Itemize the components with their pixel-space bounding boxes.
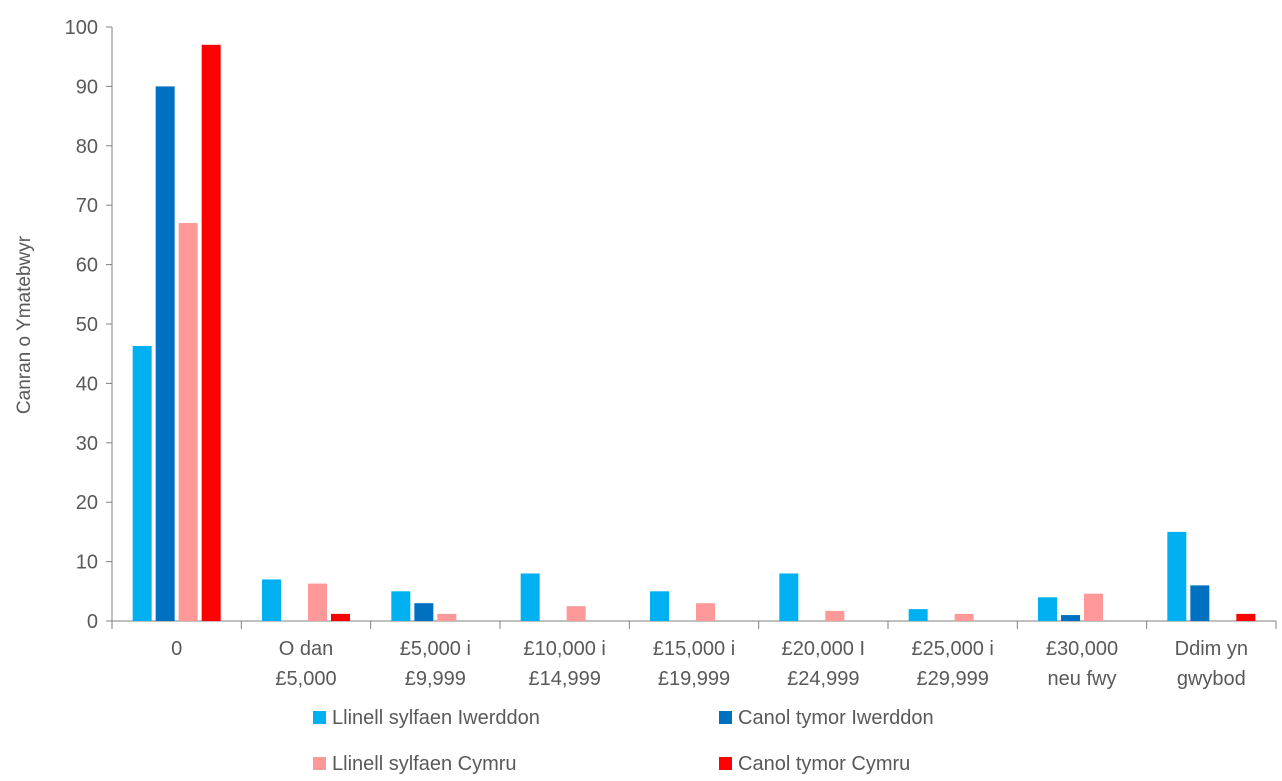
bar (779, 573, 798, 621)
y-tick-label: 80 (76, 136, 98, 158)
y-tick-label: 50 (76, 314, 98, 336)
legend-label: Canol tymor Cymru (738, 753, 910, 775)
bar (567, 606, 586, 621)
bar (437, 614, 456, 621)
x-axis-labels: 0 O dan £5,000 £5,000 i £9,999 £10,000 i £14,9… (112, 621, 1276, 690)
y-tick-label: 40 (76, 373, 98, 395)
bar (156, 86, 175, 621)
bar (414, 603, 433, 621)
x-category-label: O dan (279, 638, 333, 660)
y-tick-label: 10 (76, 552, 98, 574)
legend-label: Llinell sylfaen Iwerddon (332, 707, 540, 729)
y-tick-label: 90 (76, 76, 98, 98)
x-category-label: gwybod (1177, 668, 1246, 690)
bar (308, 584, 327, 621)
x-category-label: £20,000 I (782, 638, 865, 660)
legend-swatch (719, 711, 732, 724)
legend-label: Llinell sylfaen Cymru (332, 753, 517, 775)
x-category-label: £15,000 i (653, 638, 735, 660)
bar (202, 45, 221, 621)
bar (262, 579, 281, 621)
y-tick-label: 20 (76, 492, 98, 514)
x-category-label: £24,999 (787, 668, 859, 690)
bar (1061, 615, 1080, 621)
legend-swatch (719, 757, 732, 770)
y-axis-title-group: Canran o Ymatebwyr (14, 235, 35, 414)
y-tick-label: 100 (65, 17, 98, 39)
bar (1167, 532, 1186, 621)
x-category-label: £19,999 (658, 668, 730, 690)
legend-label: Canol tymor Iwerddon (738, 707, 934, 729)
x-category-label: £10,000 i (524, 638, 606, 660)
y-tick-label: 70 (76, 195, 98, 217)
bar (1236, 614, 1255, 621)
x-category-label: 0 (171, 638, 182, 660)
bar (650, 591, 669, 621)
bar (521, 573, 540, 621)
x-category-label: neu fwy (1048, 668, 1117, 690)
x-category-label: £14,999 (529, 668, 601, 690)
legend: Llinell sylfaen Iwerddon Canol tymor Iwer… (313, 707, 934, 775)
bar (1190, 585, 1209, 621)
x-category-label: Ddim yn (1175, 638, 1248, 660)
x-category-label: £29,999 (917, 668, 989, 690)
bar (179, 223, 198, 621)
x-category-label: £5,000 (275, 668, 336, 690)
legend-swatch (313, 711, 326, 724)
y-tick-label: 60 (76, 255, 98, 277)
bar (1038, 597, 1057, 621)
bar (825, 611, 844, 621)
bar (696, 603, 715, 621)
x-category-label: £9,999 (405, 668, 466, 690)
bar (133, 346, 152, 621)
x-category-label: £30,000 (1046, 638, 1118, 660)
bar (391, 591, 410, 621)
axes (112, 27, 1276, 621)
bar (1084, 594, 1103, 621)
y-axis-ticks: 0 10 20 30 40 50 60 70 80 90 100 (65, 17, 112, 633)
legend-swatch (313, 757, 326, 770)
bar (955, 614, 974, 621)
y-axis-title: Canran o Ymatebwyr (14, 235, 35, 414)
bars (133, 45, 1256, 621)
bar (909, 609, 928, 621)
y-tick-label: 30 (76, 433, 98, 455)
x-category-label: £5,000 i (400, 638, 471, 660)
x-category-label: £25,000 i (912, 638, 994, 660)
y-tick-label: 0 (87, 611, 98, 633)
bar (331, 614, 350, 621)
